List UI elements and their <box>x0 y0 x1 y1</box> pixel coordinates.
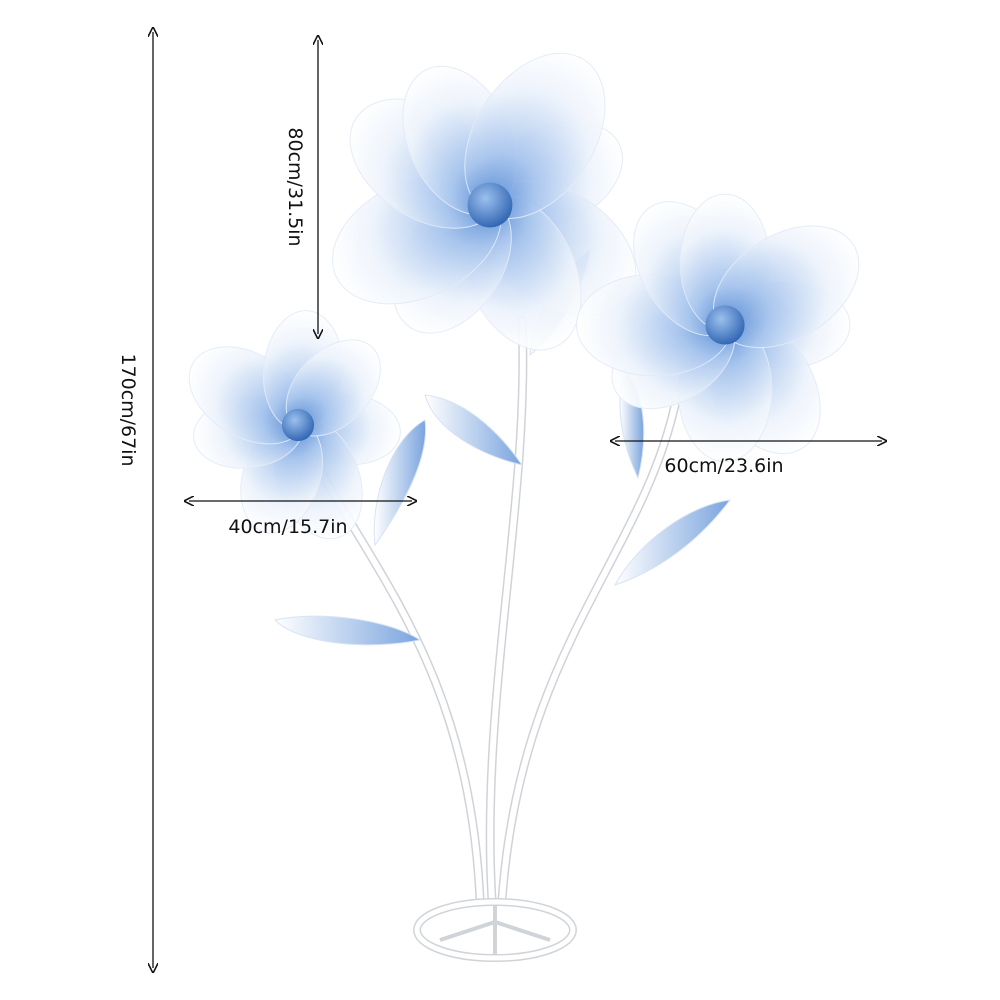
large-flower-width-label: 60cm/23.6in <box>664 455 784 477</box>
top-flower <box>332 52 637 351</box>
round-base <box>413 898 577 962</box>
total-height-label: 170cm/67in <box>117 353 139 467</box>
top-flower-height-label: 80cm/31.5in <box>284 127 306 247</box>
right-flower <box>576 193 860 463</box>
flower-center <box>281 408 315 442</box>
dimension-lines <box>153 32 882 968</box>
small-flower-width-label: 40cm/15.7in <box>228 516 348 538</box>
left-flower <box>188 310 401 540</box>
flower-center <box>705 305 745 345</box>
flower-center <box>467 182 513 228</box>
